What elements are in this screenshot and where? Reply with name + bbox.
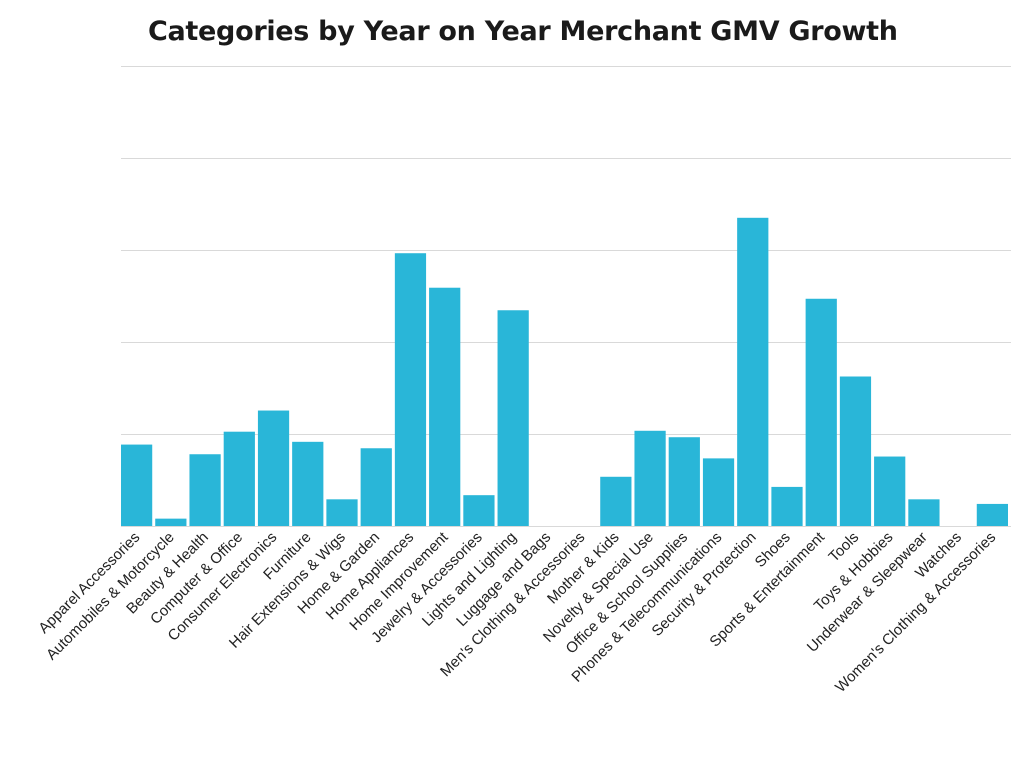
bar — [360, 448, 392, 526]
bar — [463, 495, 495, 526]
bar — [600, 476, 632, 526]
bar — [292, 441, 324, 526]
bar — [223, 431, 255, 526]
bar — [155, 518, 187, 526]
bar — [326, 499, 358, 526]
bar — [702, 458, 735, 526]
bar — [805, 298, 837, 526]
bar — [497, 310, 529, 526]
chart-title: Categories by Year on Year Merchant GMV … — [148, 16, 898, 47]
bar — [874, 456, 906, 526]
bar — [976, 503, 1008, 526]
bar — [121, 444, 153, 526]
bar — [394, 253, 427, 526]
bars — [121, 217, 1008, 527]
bar — [737, 217, 769, 527]
bar — [908, 499, 940, 526]
bar — [839, 376, 872, 526]
bar — [189, 454, 221, 526]
bar — [257, 410, 290, 526]
bar — [771, 486, 803, 526]
bar — [429, 287, 461, 526]
bar — [668, 437, 700, 526]
bar — [634, 430, 666, 526]
